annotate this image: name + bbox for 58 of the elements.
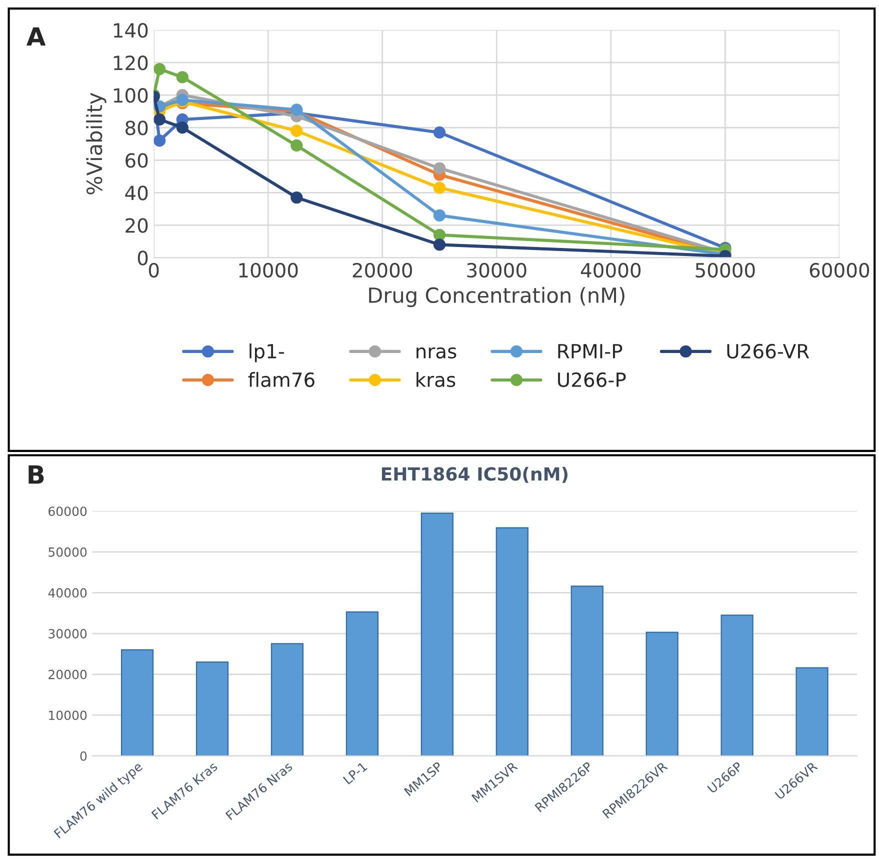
y-tick-label: 100 <box>114 88 148 103</box>
point <box>176 71 188 84</box>
bar <box>570 586 604 756</box>
legend-label: nras <box>416 347 456 359</box>
point <box>154 134 166 147</box>
bar <box>496 527 528 756</box>
point <box>176 122 188 134</box>
x-tick-label: 50000 <box>696 262 755 278</box>
point <box>290 124 303 137</box>
point <box>290 191 303 204</box>
point <box>433 182 446 194</box>
chart-title: EHT1864 IC50(nM) <box>382 466 568 483</box>
point <box>433 126 446 139</box>
bar <box>796 667 828 756</box>
text: B <box>28 465 44 484</box>
text: A <box>26 27 46 46</box>
y-tick-label: 40 <box>125 186 148 200</box>
point <box>433 228 446 242</box>
bar <box>346 611 378 756</box>
y-tick-label: 20 <box>126 218 148 233</box>
x-tick-label: 20000 <box>352 262 412 278</box>
legend-label: lp1- <box>250 343 284 362</box>
y-tick-label: 60000 <box>48 506 87 516</box>
y-tick-label: 80 <box>126 120 148 136</box>
y-axis-title: %Viability <box>86 92 106 194</box>
point <box>154 63 166 76</box>
y-tick-label: 30000 <box>48 628 87 638</box>
bar <box>720 614 754 756</box>
legend-label: U266-P <box>558 372 626 388</box>
legend-label: kras <box>416 372 456 388</box>
bar <box>120 649 154 756</box>
x-tick-label: 40000 <box>580 262 641 278</box>
point <box>433 162 446 174</box>
y-tick-label: 60 <box>126 153 148 168</box>
y-tick-label: 120 <box>114 56 148 70</box>
y-tick-label: 0 <box>80 751 87 761</box>
x-tick-label: 10000 <box>239 262 298 278</box>
x-tick-label: 60000 <box>810 262 870 278</box>
bar <box>270 643 304 756</box>
y-tick-label: 20000 <box>48 670 87 680</box>
bar <box>420 512 454 756</box>
legend-label: U266-VR <box>727 344 810 359</box>
x-axis-title: Drug Concentration (nM) <box>369 286 624 308</box>
y-tick-label: 50000 <box>48 547 87 557</box>
point <box>290 139 303 152</box>
x-tick-label: 0 <box>148 262 159 278</box>
y-tick-label: 40000 <box>48 588 87 598</box>
y-tick-label: 0 <box>138 250 148 266</box>
point <box>433 238 446 251</box>
y-tick-label: 10000 <box>49 710 87 720</box>
x-tick-label: 30000 <box>467 262 526 278</box>
point <box>433 209 446 222</box>
legend-label: flam76 <box>248 372 314 388</box>
bar <box>646 632 678 756</box>
legend-label: RPMI-P <box>558 344 622 358</box>
y-tick-label: 140 <box>114 23 148 38</box>
point <box>154 113 166 126</box>
bar <box>196 662 229 756</box>
